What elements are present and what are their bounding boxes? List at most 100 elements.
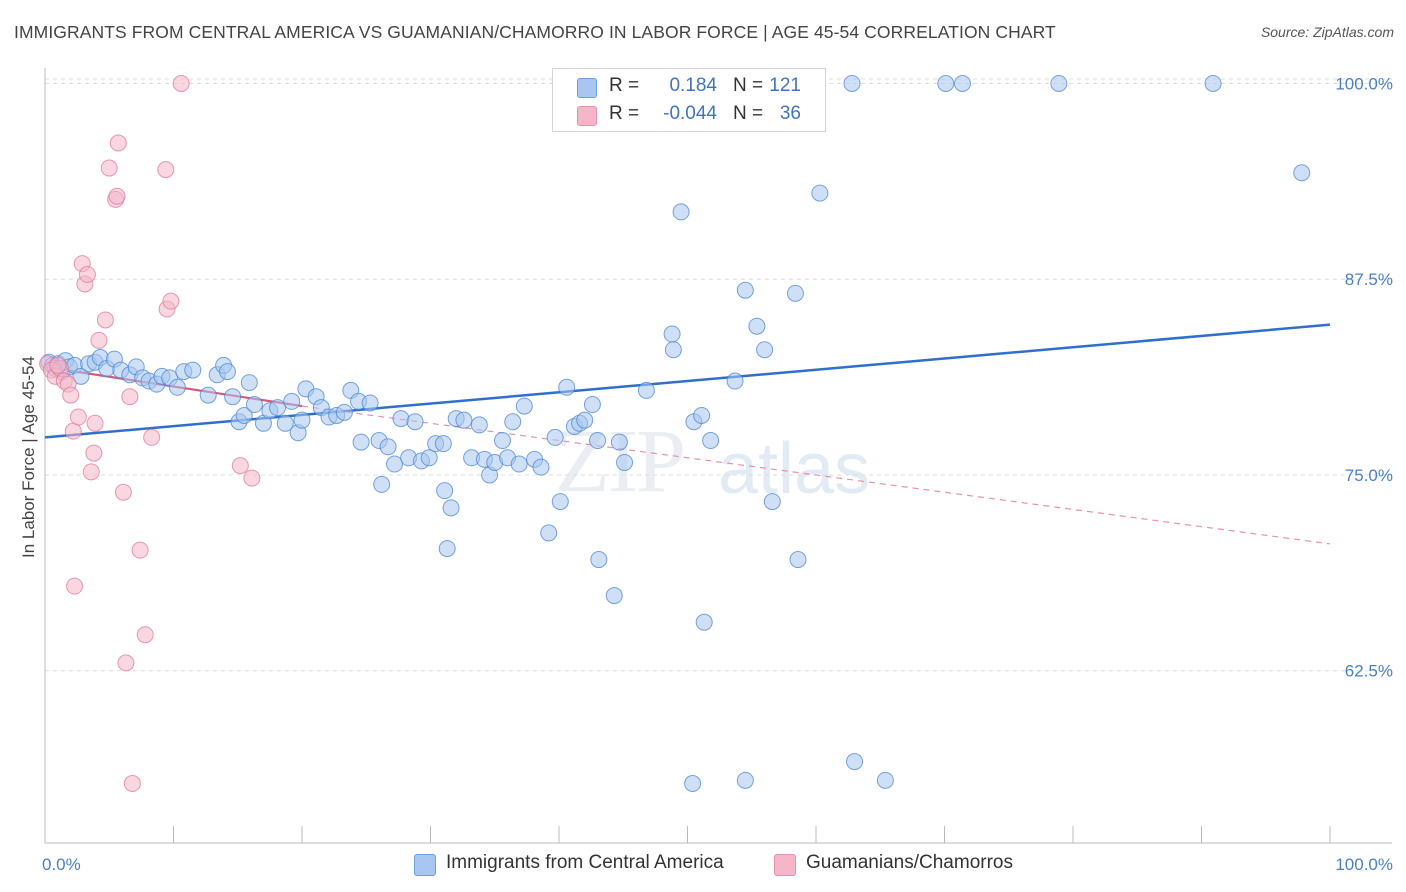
point-central-america [493, 432, 511, 450]
watermark-atlas: atlas [718, 429, 871, 509]
y-axis-label: In Labor Force | Age 45-54 [19, 356, 38, 558]
point-central-america [283, 392, 301, 410]
point-guamanian [100, 159, 118, 177]
point-central-america [168, 378, 186, 396]
point-guamanian [123, 774, 141, 792]
point-central-america [693, 406, 711, 424]
point-central-america [546, 428, 564, 446]
legend-swatch-blue [414, 854, 436, 876]
point-central-america [245, 396, 263, 414]
legend-n-label: N = [733, 103, 764, 124]
point-central-america [235, 406, 253, 424]
legend-row-guamanian: R = -0.044 N = 36 [553, 101, 825, 129]
point-central-america [532, 458, 550, 476]
point-central-america [335, 403, 353, 421]
point-guamanian [157, 161, 175, 179]
point-central-america [293, 411, 311, 429]
point-guamanian [69, 408, 87, 426]
point-guamanian [64, 422, 82, 440]
legend-label: Immigrants from Central America [446, 852, 724, 873]
point-central-america [763, 493, 781, 511]
trend-line-guamanian-dashed [301, 405, 1331, 545]
point-central-america [352, 433, 370, 451]
point-central-america [361, 394, 379, 412]
point-central-america [240, 374, 258, 392]
point-central-america [373, 475, 391, 493]
point-central-america [1050, 74, 1068, 92]
point-central-america [470, 416, 488, 434]
legend-r-value: -0.044 [663, 103, 717, 124]
point-central-america [953, 74, 971, 92]
legend-n-label: N = [733, 75, 764, 96]
point-guamanian [162, 292, 180, 310]
point-central-america [224, 388, 242, 406]
point-guamanian [85, 444, 103, 462]
point-guamanian [96, 311, 114, 329]
point-central-america [695, 613, 713, 631]
point-central-america [504, 413, 522, 431]
point-central-america [610, 433, 628, 451]
point-central-america [269, 399, 287, 417]
point-guamanian [108, 187, 126, 205]
point-central-america [583, 396, 601, 414]
point-central-america [1204, 74, 1222, 92]
point-central-america [736, 281, 754, 299]
legend-swatch-pink [774, 854, 796, 876]
point-central-america [406, 413, 424, 431]
point-central-america [420, 449, 438, 467]
legend-swatch-blue [577, 78, 597, 98]
point-central-america [786, 284, 804, 302]
point-guamanian [49, 356, 67, 374]
point-central-america [386, 455, 404, 473]
point-central-america [455, 411, 473, 429]
trend-lines [44, 323, 1331, 545]
point-guamanian [82, 463, 100, 481]
point-guamanian [231, 457, 249, 475]
point-central-america [1293, 164, 1311, 182]
point-central-america [515, 397, 533, 415]
point-central-america [184, 361, 202, 379]
point-central-america [702, 432, 720, 450]
data-points [39, 74, 1311, 792]
point-central-america [663, 325, 681, 343]
point-guamanian [172, 74, 190, 92]
point-central-america [392, 410, 410, 428]
point-guamanian [121, 388, 139, 406]
point-central-america [672, 203, 690, 221]
axes [44, 68, 1392, 844]
point-guamanian [62, 386, 80, 404]
legend-r-label: R = [609, 75, 640, 96]
y-tick-label: 75.0% [1345, 466, 1393, 485]
point-central-america [937, 74, 955, 92]
point-central-america [684, 774, 702, 792]
point-central-america [811, 184, 829, 202]
legend-swatch-pink [577, 106, 597, 126]
point-guamanian [143, 428, 161, 446]
point-central-america [442, 499, 460, 517]
point-central-america [438, 540, 456, 558]
point-central-america [379, 438, 397, 456]
chart-title: IMMIGRANTS FROM CENTRAL AMERICA VS GUAMA… [14, 22, 1056, 42]
point-central-america [748, 317, 766, 335]
point-central-america [846, 753, 864, 771]
source-label: Source: ZipAtlas.com [1260, 24, 1394, 40]
point-guamanian [86, 414, 104, 432]
point-central-america [199, 386, 217, 404]
point-guamanian [109, 134, 127, 152]
point-central-america [756, 341, 774, 359]
point-central-america [637, 381, 655, 399]
point-guamanian [117, 654, 135, 672]
correlation-legend: R = 0.184 N = 121 R = -0.044 N = 36 [552, 68, 826, 132]
legend-r-value: 0.184 [669, 75, 717, 96]
point-central-america [576, 411, 594, 429]
point-central-america [218, 363, 236, 381]
point-central-america [540, 524, 558, 542]
point-central-america [72, 367, 90, 385]
point-guamanian [78, 266, 96, 284]
point-central-america [589, 432, 607, 450]
point-central-america [616, 453, 634, 471]
point-guamanian [136, 626, 154, 644]
y-tick-label: 87.5% [1345, 270, 1393, 289]
legend-r-label: R = [609, 103, 640, 124]
